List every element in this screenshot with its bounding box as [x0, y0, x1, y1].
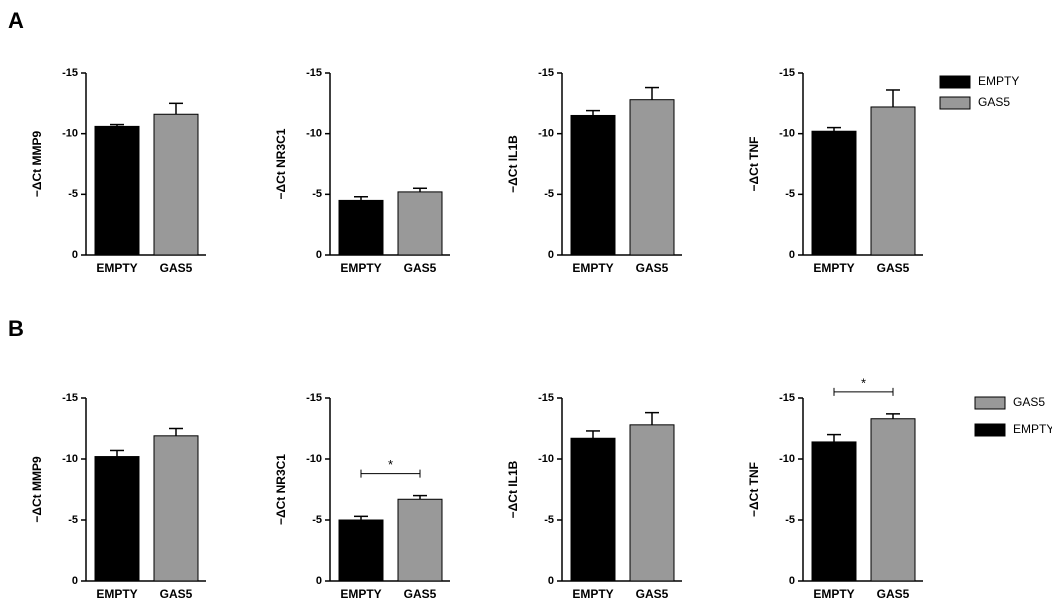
y-tick-label: 0: [72, 249, 78, 261]
y-axis-label: −ΔCt TNF: [747, 137, 761, 192]
y-tick-label: -10: [306, 128, 322, 140]
bar: [94, 456, 140, 582]
y-axis-label: −ΔCt MMP9: [30, 456, 44, 523]
bar: [153, 435, 199, 582]
bar: [570, 114, 616, 256]
x-tick-label: GAS5: [160, 587, 193, 601]
y-tick-label: -10: [62, 128, 78, 140]
y-tick-label: -5: [785, 514, 795, 526]
x-tick-label: GAS5: [877, 261, 910, 275]
y-tick-label: -10: [779, 128, 795, 140]
x-tick-label: EMPTY: [813, 587, 854, 601]
y-tick-label: 0: [316, 249, 322, 261]
y-tick-label: -5: [544, 514, 554, 526]
y-tick-label: 0: [789, 575, 795, 587]
y-tick-label: -10: [306, 453, 322, 465]
bar: [570, 437, 616, 582]
legend-label: EMPTY: [978, 74, 1019, 88]
y-tick-label: 0: [316, 575, 322, 587]
y-tick-label: -15: [306, 392, 322, 404]
y-tick-label: -15: [62, 392, 78, 404]
x-tick-label: EMPTY: [813, 261, 854, 275]
y-tick-label: 0: [789, 249, 795, 261]
bar: [397, 498, 443, 582]
legend-swatch: [974, 423, 1006, 437]
y-axis-label: −ΔCt TNF: [747, 462, 761, 517]
bar: [811, 441, 857, 582]
y-tick-label: -10: [62, 453, 78, 465]
bar: [153, 113, 199, 256]
y-axis-label: −ΔCt IL1B: [506, 460, 520, 518]
x-tick-label: GAS5: [160, 261, 193, 275]
y-axis-label: −ΔCt NR3C1: [274, 454, 288, 525]
bar: [629, 99, 675, 256]
y-axis-label: −ΔCt MMP9: [30, 131, 44, 198]
bar: [629, 424, 675, 582]
x-tick-label: GAS5: [404, 261, 437, 275]
x-tick-label: GAS5: [404, 587, 437, 601]
y-axis-label: −ΔCt NR3C1: [274, 128, 288, 199]
bar: [870, 418, 916, 582]
y-tick-label: -5: [312, 188, 322, 200]
y-tick-label: -10: [538, 453, 554, 465]
y-tick-label: -15: [779, 67, 795, 79]
legend-swatch: [939, 75, 971, 89]
legend-label: GAS5: [978, 95, 1010, 109]
bar: [338, 199, 384, 256]
x-tick-label: EMPTY: [572, 587, 613, 601]
x-tick-label: EMPTY: [340, 261, 381, 275]
significance-label: *: [388, 457, 393, 472]
y-tick-label: -5: [785, 188, 795, 200]
x-tick-label: EMPTY: [340, 587, 381, 601]
x-tick-label: GAS5: [636, 261, 669, 275]
x-tick-label: GAS5: [636, 587, 669, 601]
legend-label: EMPTY: [1013, 422, 1052, 436]
y-tick-label: -15: [306, 67, 322, 79]
x-tick-label: EMPTY: [96, 587, 137, 601]
y-tick-label: 0: [548, 249, 554, 261]
bar: [338, 519, 384, 582]
legend-label: GAS5: [1013, 395, 1045, 409]
panel-label: B: [8, 316, 24, 341]
legend-swatch: [974, 396, 1006, 410]
y-tick-label: 0: [548, 575, 554, 587]
y-tick-label: -15: [538, 67, 554, 79]
legend-swatch: [939, 96, 971, 110]
significance-label: *: [861, 375, 866, 390]
x-tick-label: EMPTY: [96, 261, 137, 275]
bar: [870, 106, 916, 256]
bar: [94, 125, 140, 256]
y-tick-label: -5: [312, 514, 322, 526]
y-tick-label: -15: [538, 392, 554, 404]
y-tick-label: -15: [62, 67, 78, 79]
y-axis-label: −ΔCt IL1B: [506, 135, 520, 193]
y-tick-label: -5: [68, 514, 78, 526]
bar: [397, 191, 443, 256]
y-tick-label: 0: [72, 575, 78, 587]
panel-label: A: [8, 8, 24, 33]
x-tick-label: EMPTY: [572, 261, 613, 275]
y-tick-label: -5: [68, 188, 78, 200]
y-tick-label: -15: [779, 392, 795, 404]
y-tick-label: -10: [779, 453, 795, 465]
y-tick-label: -5: [544, 188, 554, 200]
y-tick-label: -10: [538, 128, 554, 140]
x-tick-label: GAS5: [877, 587, 910, 601]
bar: [811, 130, 857, 256]
